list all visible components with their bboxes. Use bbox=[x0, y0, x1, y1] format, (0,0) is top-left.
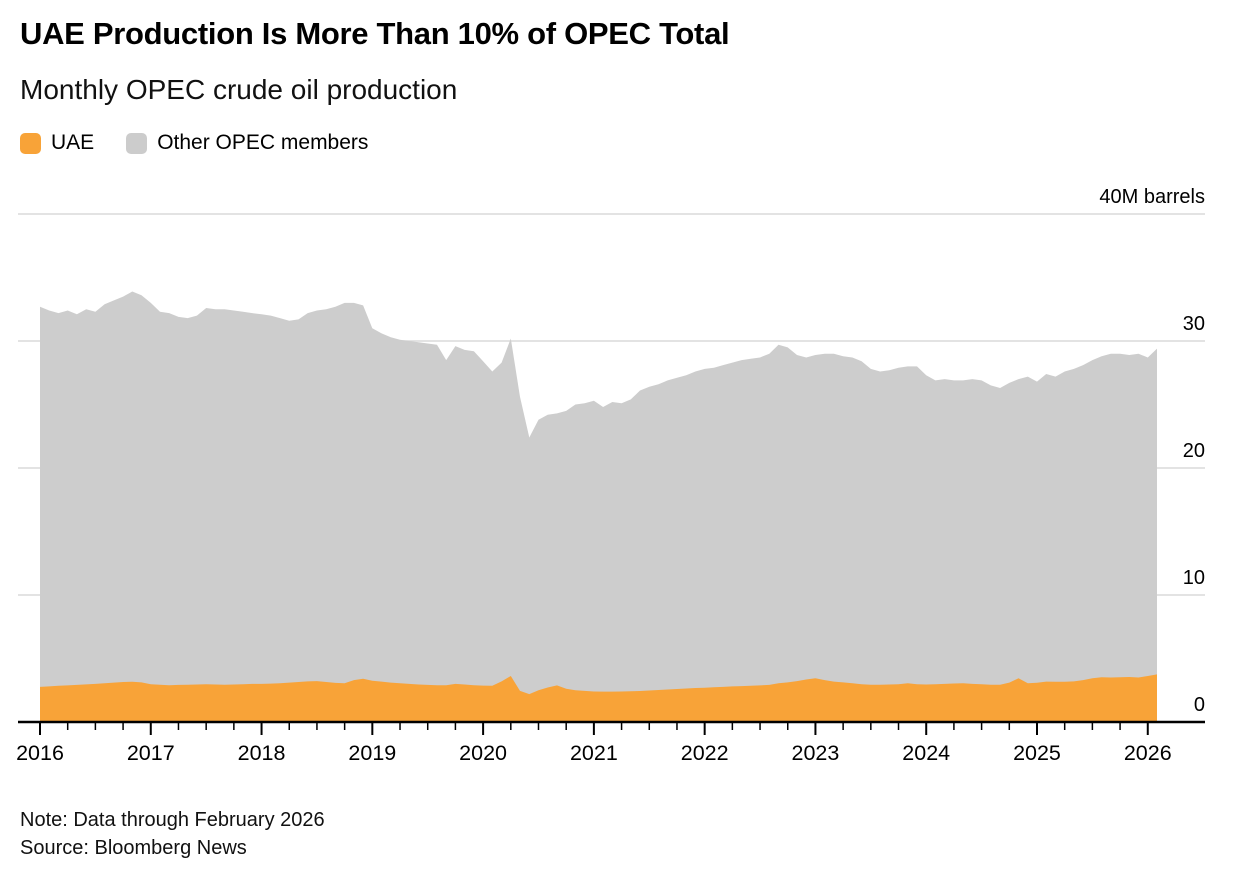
x-axis-label: 2021 bbox=[569, 741, 618, 765]
page-title: UAE Production Is More Than 10% of OPEC … bbox=[20, 16, 730, 51]
x-axis-label: 2024 bbox=[902, 741, 951, 765]
page-subtitle: Monthly OPEC crude oil production bbox=[20, 74, 458, 105]
legend-label-other-opec: Other OPEC members bbox=[157, 131, 369, 154]
x-axis-label: 2023 bbox=[791, 741, 840, 765]
y-axis-label: 20 bbox=[1182, 440, 1205, 462]
x-axis-label: 2016 bbox=[16, 741, 64, 765]
area-uae bbox=[40, 674, 1157, 722]
x-axis-label: 2017 bbox=[126, 741, 175, 765]
y-axis-label: 0 bbox=[1193, 694, 1205, 716]
y-axis-label: 10 bbox=[1182, 567, 1205, 589]
x-axis-label: 2022 bbox=[680, 741, 729, 765]
x-axis-label: 2018 bbox=[237, 741, 286, 765]
y-axis-label: 30 bbox=[1182, 313, 1205, 335]
footer-source: Source: Bloomberg News bbox=[20, 837, 247, 859]
opec-production-chart: 0 10 20 30 40M barrels 2016 2017 2018 2019 2020 20… bbox=[16, 186, 1205, 765]
legend-swatch-other-opec bbox=[126, 132, 148, 154]
x-axis-label: 2019 bbox=[348, 741, 397, 765]
y-axis-label: 40M barrels bbox=[1099, 186, 1205, 208]
x-axis-label: 2020 bbox=[459, 741, 508, 765]
legend-swatch-uae bbox=[20, 132, 41, 154]
x-axis-label: 2026 bbox=[1123, 741, 1172, 765]
legend-label-uae: UAE bbox=[51, 131, 95, 154]
plot-svg bbox=[18, 213, 1205, 735]
legend-item-uae: UAE bbox=[20, 131, 94, 155]
legend: UAE Other OPEC members bbox=[20, 131, 368, 155]
chart-footer: Note: Data through February 2026 Source:… bbox=[20, 806, 325, 862]
footer-note: Note: Data through February 2026 bbox=[20, 809, 325, 831]
area-other-opec-members bbox=[40, 291, 1157, 722]
x-axis-label: 2025 bbox=[1013, 741, 1061, 765]
legend-item-other-opec: Other OPEC members bbox=[126, 131, 368, 155]
